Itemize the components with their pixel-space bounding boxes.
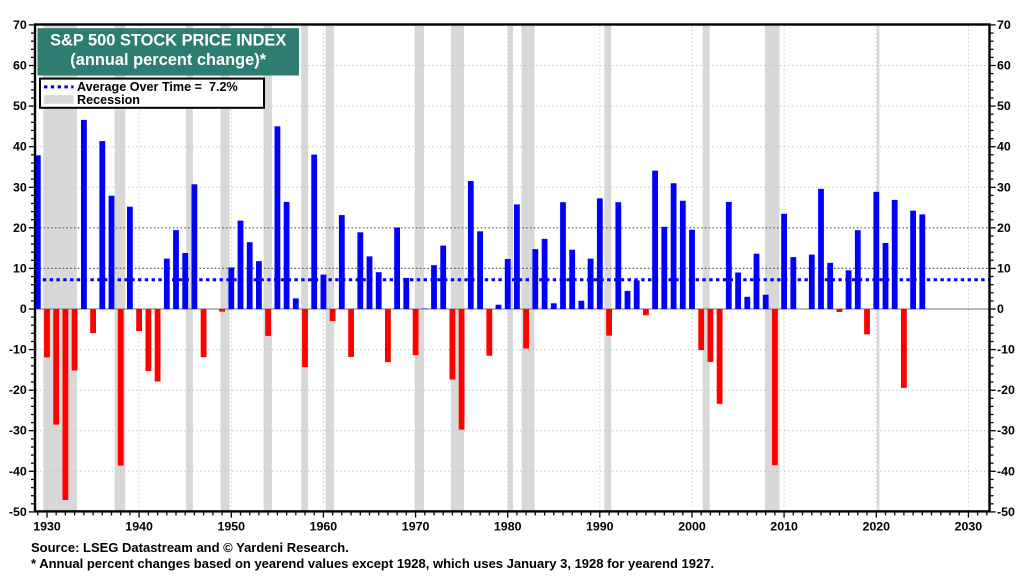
svg-text:0: 0	[997, 302, 1004, 316]
svg-text:1970: 1970	[402, 519, 430, 533]
svg-text:(annual percent change)*: (annual percent change)*	[70, 51, 266, 69]
svg-text:-20: -20	[9, 383, 27, 397]
svg-text:60: 60	[13, 59, 27, 73]
svg-text:2020: 2020	[863, 519, 891, 533]
svg-text:1960: 1960	[310, 519, 338, 533]
svg-text:-20: -20	[997, 383, 1015, 397]
svg-text:Average Over Time = 7.2%: Average Over Time = 7.2%	[77, 80, 238, 94]
svg-text:40: 40	[997, 140, 1011, 154]
svg-text:30: 30	[13, 180, 27, 194]
svg-text:S&P 500 STOCK PRICE INDEX: S&P 500 STOCK PRICE INDEX	[50, 31, 286, 49]
svg-text:0: 0	[20, 302, 27, 316]
svg-text:Recession: Recession	[77, 93, 140, 107]
svg-text:-30: -30	[997, 424, 1015, 438]
svg-text:-10: -10	[997, 343, 1015, 357]
svg-text:30: 30	[997, 180, 1011, 194]
svg-text:Source: LSEG Datastream and ©: Source: LSEG Datastream and © Yardeni Re…	[31, 540, 349, 555]
svg-text:50: 50	[997, 99, 1011, 113]
svg-text:20: 20	[997, 221, 1011, 235]
svg-text:10: 10	[13, 261, 27, 275]
svg-text:2000: 2000	[678, 519, 706, 533]
svg-text:40: 40	[13, 140, 27, 154]
svg-text:70: 70	[13, 18, 27, 32]
svg-text:70: 70	[997, 18, 1011, 32]
svg-text:-40: -40	[997, 464, 1015, 478]
svg-text:10: 10	[997, 261, 1011, 275]
svg-text:-40: -40	[9, 464, 27, 478]
svg-text:-10: -10	[9, 343, 27, 357]
svg-text:* Annual percent changes based: * Annual percent changes based on yearen…	[31, 556, 714, 571]
svg-text:1950: 1950	[218, 519, 246, 533]
svg-text:2010: 2010	[770, 519, 798, 533]
svg-text:-50: -50	[9, 505, 27, 519]
svg-text:1990: 1990	[586, 519, 614, 533]
svg-text:1930: 1930	[33, 519, 61, 533]
svg-text:-30: -30	[9, 424, 27, 438]
svg-text:-50: -50	[997, 505, 1015, 519]
svg-text:1980: 1980	[494, 519, 522, 533]
svg-text:2030: 2030	[955, 519, 983, 533]
svg-text:50: 50	[13, 99, 27, 113]
svg-text:1940: 1940	[125, 519, 153, 533]
svg-text:60: 60	[997, 59, 1011, 73]
svg-text:20: 20	[13, 221, 27, 235]
